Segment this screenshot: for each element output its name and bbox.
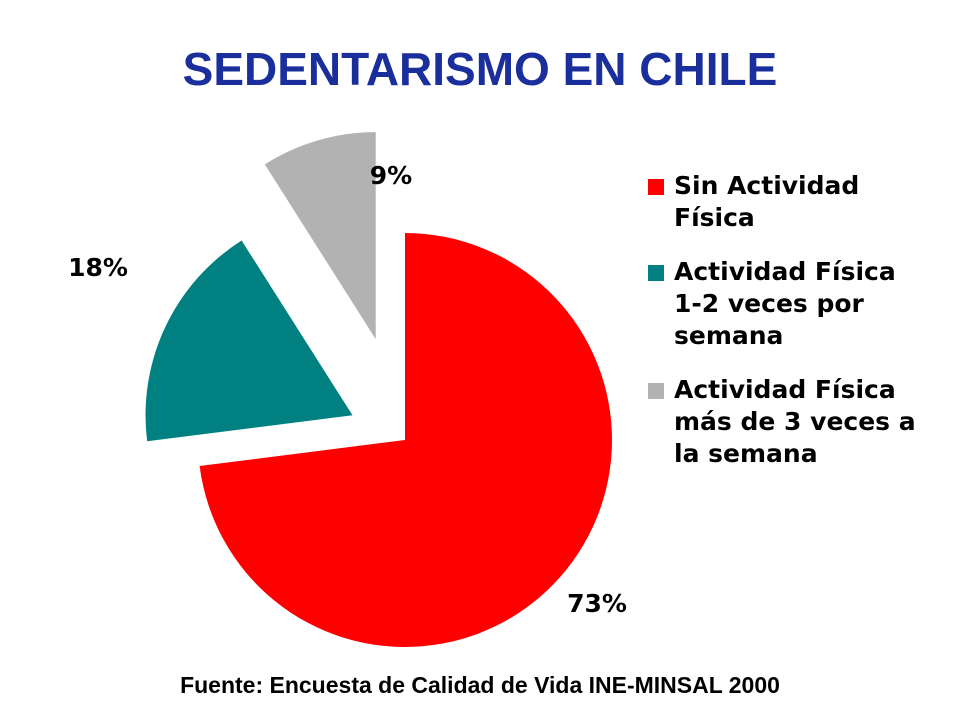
legend-item-actividad-1-2: Actividad Física 1-2 veces por semana bbox=[648, 256, 948, 352]
legend-swatch-actividad-1-2 bbox=[648, 265, 664, 281]
pie-slice-label-2: 9% bbox=[370, 161, 412, 190]
legend-label-actividad-3-mas: Actividad Física más de 3 veces a la sem… bbox=[674, 375, 916, 468]
pie-slice-2 bbox=[264, 132, 376, 340]
pie-slice-label-1: 18% bbox=[68, 253, 128, 282]
legend-label-sin-actividad: Sin Actividad Física bbox=[674, 171, 860, 232]
pie-slice-0 bbox=[199, 233, 612, 647]
legend-label-actividad-1-2: Actividad Física 1-2 veces por semana bbox=[674, 257, 896, 350]
legend-item-actividad-3-mas: Actividad Física más de 3 veces a la sem… bbox=[648, 374, 948, 470]
legend-item-sin-actividad: Sin Actividad Física bbox=[648, 170, 948, 234]
legend-swatch-actividad-3-mas bbox=[648, 383, 664, 399]
chart-title: SEDENTARISMO EN CHILE bbox=[182, 43, 778, 95]
chart-legend: Sin Actividad Física Actividad Física 1-… bbox=[648, 170, 948, 492]
source-note: Fuente: Encuesta de Calidad de Vida INE-… bbox=[180, 672, 780, 698]
pie-slice-1 bbox=[145, 240, 353, 442]
pie-slice-label-0: 73% bbox=[567, 589, 627, 618]
legend-swatch-sin-actividad bbox=[648, 179, 664, 195]
